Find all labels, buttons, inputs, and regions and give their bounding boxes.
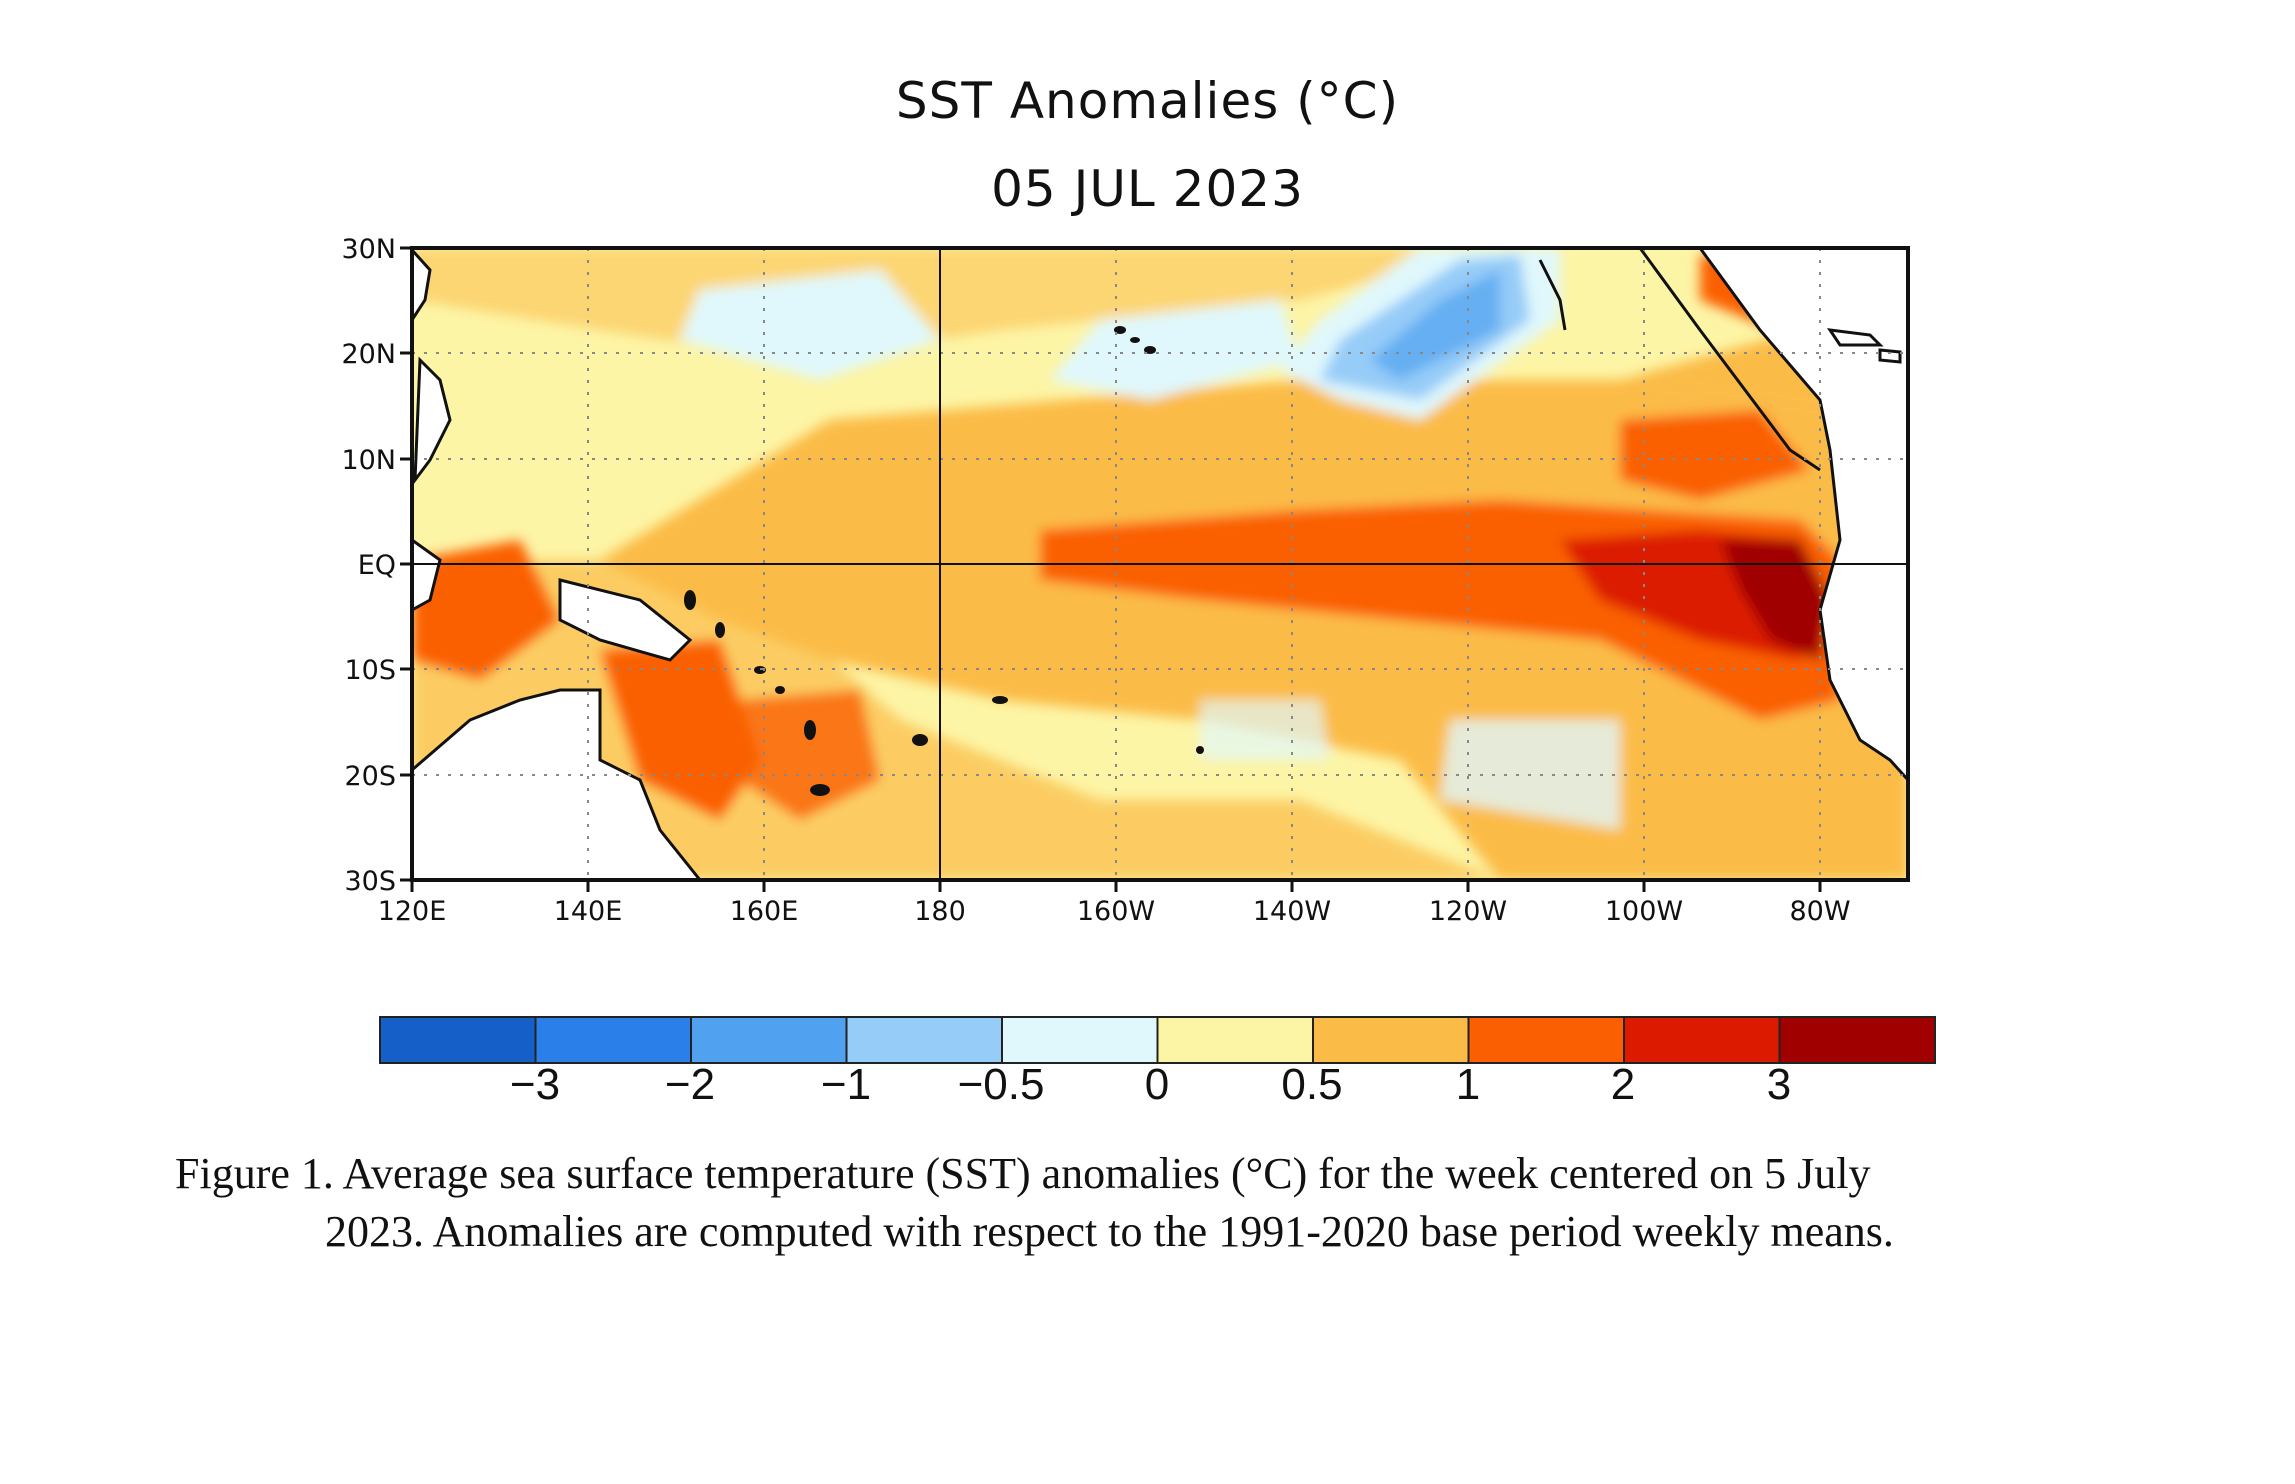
colorbar-tick: 3 (1766, 1060, 1792, 1109)
colorbar-tick: 2 (1610, 1060, 1636, 1109)
colorbar-tick: 0.5 (1281, 1060, 1343, 1109)
lon-label: 100W (1605, 896, 1683, 927)
lon-label: 80W (1789, 896, 1850, 927)
land-masses (410, 246, 1910, 882)
colorbar-swatch (845, 1016, 1003, 1064)
lat-label: 10S (345, 655, 397, 686)
colorbar-swatch (1778, 1016, 1936, 1064)
lon-label: 120W (1429, 896, 1507, 927)
lon-label: 140W (1253, 896, 1331, 927)
colorbar-swatch (1312, 1016, 1470, 1064)
sst-anomaly-map: 30N 20N 10N EQ 10S 20S 30S 120E 140E 160… (341, 234, 1910, 927)
lon-labels: 120E 140E 160E 180 160W 140W 120W 100W 8… (378, 896, 1851, 927)
colorbar-swatch (1156, 1016, 1314, 1064)
lat-label: 30N (341, 234, 396, 265)
colorbar-tick: −3 (509, 1060, 561, 1109)
lat-label: 20N (341, 339, 396, 370)
lon-label: 180 (914, 896, 966, 927)
colorbar-swatches (379, 1016, 1936, 1064)
colorbar-tick: −2 (664, 1060, 716, 1109)
chart-title: SST Anomalies (°C) (895, 72, 1400, 130)
colorbar-swatch (690, 1016, 848, 1064)
lat-label: 30S (345, 866, 397, 897)
colorbar-swatch (379, 1016, 537, 1064)
colorbar-tick: 0 (1144, 1060, 1170, 1109)
colorbar-swatch (1623, 1016, 1781, 1064)
colorbar-swatch (534, 1016, 692, 1064)
lat-labels: 30N 20N 10N EQ 10S 20S 30S (341, 234, 396, 897)
chart-date: 05 JUL 2023 (991, 160, 1304, 218)
colorbar-swatch (1467, 1016, 1625, 1064)
lon-label: 160W (1077, 896, 1155, 927)
lon-label: 140E (554, 896, 623, 927)
lon-label: 160E (730, 896, 799, 927)
lat-label: EQ (358, 550, 396, 581)
colorbar-tick: −0.5 (957, 1060, 1045, 1109)
lat-ticks (400, 246, 412, 882)
caption-line-1: Figure 1. Average sea surface temperatur… (175, 1149, 1871, 1198)
figure-caption: Figure 1. Average sea surface temperatur… (175, 1145, 2175, 1261)
colorbar-tick: 1 (1455, 1060, 1481, 1109)
lat-label: 20S (345, 761, 397, 792)
colorbar-swatch (1001, 1016, 1159, 1064)
lat-label: 10N (341, 445, 396, 476)
colorbar-tick: −1 (820, 1060, 872, 1109)
lon-label: 120E (378, 896, 447, 927)
lon-ticks (410, 880, 1822, 892)
caption-line-2: 2023. Anomalies are computed with respec… (325, 1207, 1894, 1256)
